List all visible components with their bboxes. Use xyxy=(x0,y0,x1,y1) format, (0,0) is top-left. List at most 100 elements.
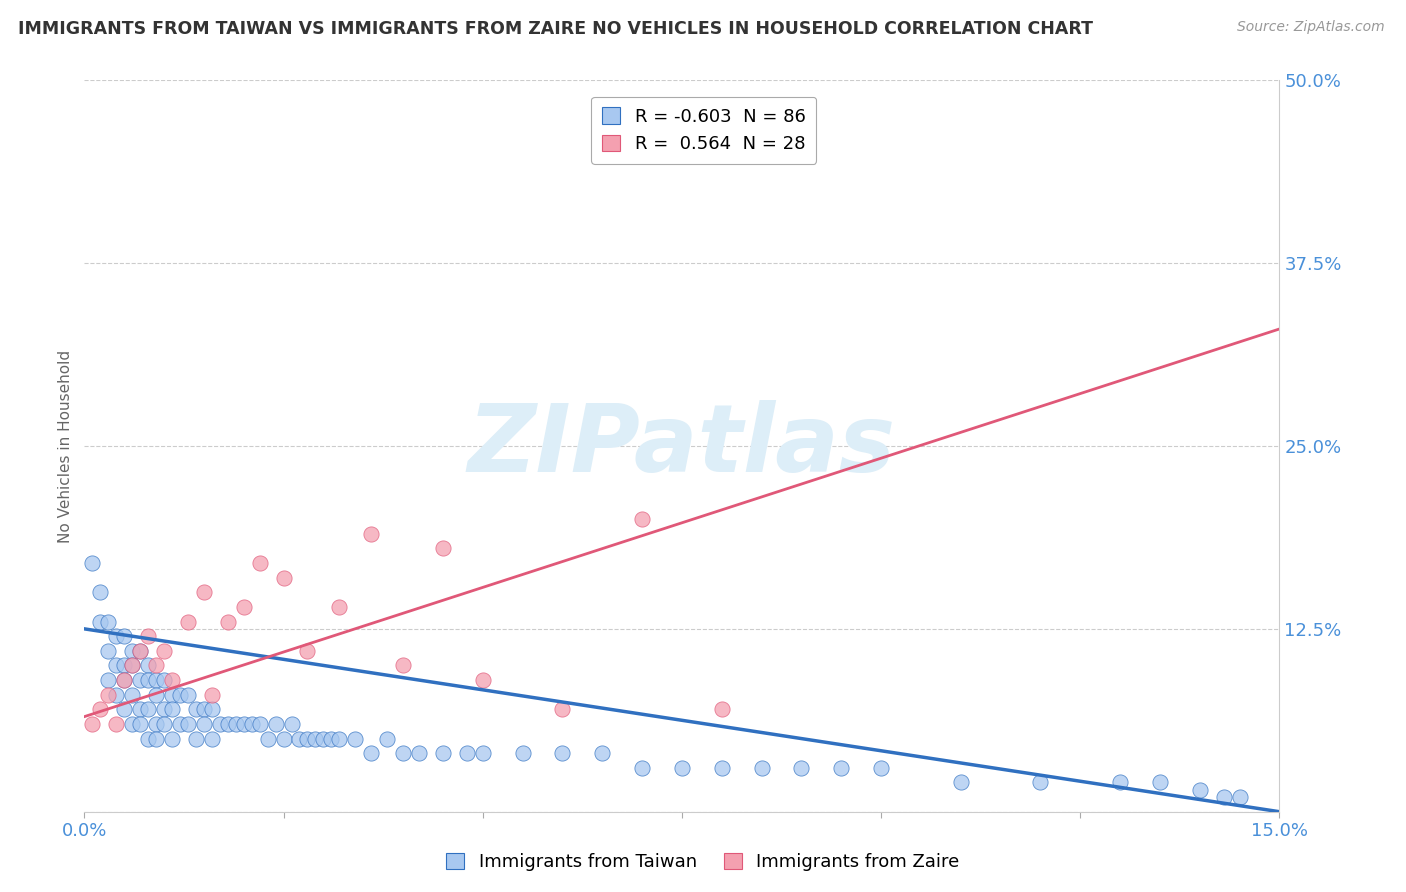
Point xyxy=(217,717,239,731)
Point xyxy=(392,746,415,760)
Point xyxy=(432,541,454,556)
Point xyxy=(201,688,224,702)
Point xyxy=(184,702,207,716)
Point xyxy=(121,658,143,673)
Point xyxy=(631,512,654,526)
Point xyxy=(145,731,167,746)
Point xyxy=(591,746,613,760)
Point xyxy=(112,658,135,673)
Point xyxy=(121,717,143,731)
Point xyxy=(225,717,247,731)
Point xyxy=(121,658,143,673)
Point xyxy=(145,658,167,673)
Point xyxy=(105,717,128,731)
Point xyxy=(112,702,135,716)
Y-axis label: No Vehicles in Household: No Vehicles in Household xyxy=(58,350,73,542)
Point xyxy=(375,731,398,746)
Point xyxy=(89,615,111,629)
Point xyxy=(631,761,654,775)
Point xyxy=(177,717,200,731)
Point xyxy=(89,585,111,599)
Point xyxy=(790,761,813,775)
Point xyxy=(240,717,263,731)
Point xyxy=(177,688,200,702)
Point xyxy=(153,673,176,687)
Point xyxy=(193,717,215,731)
Point xyxy=(1188,782,1211,797)
Point xyxy=(105,658,128,673)
Point xyxy=(136,673,159,687)
Point xyxy=(112,673,135,687)
Point xyxy=(297,644,319,658)
Point xyxy=(321,731,343,746)
Point xyxy=(471,673,494,687)
Point xyxy=(456,746,478,760)
Point xyxy=(232,599,254,614)
Point xyxy=(97,615,120,629)
Point xyxy=(328,599,350,614)
Text: Source: ZipAtlas.com: Source: ZipAtlas.com xyxy=(1237,20,1385,34)
Point xyxy=(249,717,271,731)
Point xyxy=(105,688,128,702)
Point xyxy=(160,731,183,746)
Point xyxy=(710,702,733,716)
Point xyxy=(97,644,120,658)
Point xyxy=(121,688,143,702)
Point xyxy=(145,688,167,702)
Text: ZIPatlas: ZIPatlas xyxy=(468,400,896,492)
Point xyxy=(232,717,254,731)
Point xyxy=(1229,790,1251,805)
Point xyxy=(153,702,176,716)
Point xyxy=(160,702,183,716)
Point xyxy=(360,526,382,541)
Point xyxy=(129,717,152,731)
Point xyxy=(169,688,191,702)
Point xyxy=(184,731,207,746)
Point xyxy=(160,688,183,702)
Point xyxy=(193,585,215,599)
Point xyxy=(153,644,176,658)
Point xyxy=(280,717,302,731)
Point xyxy=(129,644,152,658)
Point xyxy=(97,673,120,687)
Point xyxy=(89,702,111,716)
Point xyxy=(949,775,972,789)
Point xyxy=(153,717,176,731)
Point xyxy=(1109,775,1132,789)
Point xyxy=(360,746,382,760)
Point xyxy=(273,571,295,585)
Point xyxy=(344,731,367,746)
Point xyxy=(1029,775,1052,789)
Point xyxy=(136,731,159,746)
Point xyxy=(208,717,231,731)
Point xyxy=(201,731,224,746)
Point xyxy=(751,761,773,775)
Point xyxy=(112,673,135,687)
Point xyxy=(217,615,239,629)
Point xyxy=(145,717,167,731)
Point xyxy=(830,761,852,775)
Point xyxy=(1149,775,1171,789)
Point xyxy=(304,731,326,746)
Point xyxy=(129,644,152,658)
Point xyxy=(328,731,350,746)
Point xyxy=(408,746,430,760)
Text: IMMIGRANTS FROM TAIWAN VS IMMIGRANTS FROM ZAIRE NO VEHICLES IN HOUSEHOLD CORRELA: IMMIGRANTS FROM TAIWAN VS IMMIGRANTS FRO… xyxy=(18,20,1094,37)
Point xyxy=(136,702,159,716)
Point xyxy=(160,673,183,687)
Point xyxy=(256,731,278,746)
Point xyxy=(82,717,104,731)
Point xyxy=(432,746,454,760)
Point xyxy=(136,658,159,673)
Point xyxy=(112,629,135,643)
Point xyxy=(392,658,415,673)
Point xyxy=(129,673,152,687)
Point xyxy=(169,717,191,731)
Point xyxy=(201,702,224,716)
Legend: Immigrants from Taiwan, Immigrants from Zaire: Immigrants from Taiwan, Immigrants from … xyxy=(439,846,967,879)
Point xyxy=(145,673,167,687)
Point xyxy=(136,629,159,643)
Point xyxy=(193,702,215,716)
Point xyxy=(97,688,120,702)
Point xyxy=(870,761,893,775)
